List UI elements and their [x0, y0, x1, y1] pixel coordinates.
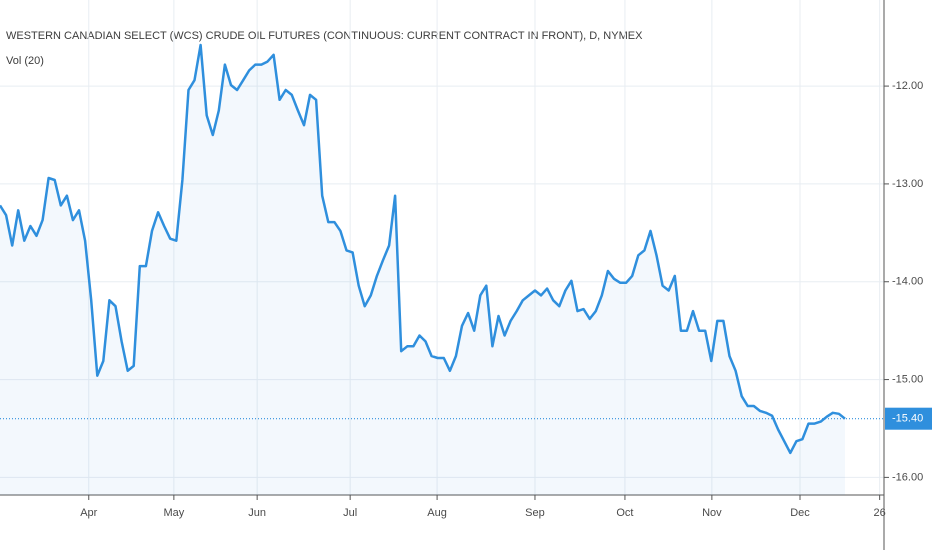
chart-title: WESTERN CANADIAN SELECT (WCS) CRUDE OIL …: [6, 30, 643, 42]
x-tick-label: Jun: [248, 507, 266, 519]
x-tick-label: Sep: [525, 507, 545, 519]
last-price-box: [885, 407, 932, 430]
x-tick-label: Nov: [702, 507, 722, 519]
y-tick-label: -14.00: [892, 276, 923, 288]
line: [0, 43, 846, 455]
x-tick-label: Jul: [343, 507, 357, 519]
x-tick-label: Dec: [790, 507, 810, 519]
last-price-label: -15.40: [892, 413, 923, 425]
y-tick-label: -13.00: [892, 178, 923, 190]
y-tick-label: -16.00: [892, 471, 923, 483]
x-tick-label: May: [163, 507, 184, 519]
x-tick-label: Oct: [616, 507, 633, 519]
area: [0, 45, 845, 495]
chart-subtitle: Vol (20): [6, 55, 44, 67]
y-tick-label: -15.00: [892, 373, 923, 385]
x-tick-label: Aug: [427, 507, 447, 519]
x-tick-label: Apr: [80, 507, 97, 519]
y-tick-label: -12.00: [892, 80, 923, 92]
x-tick-label: 26: [874, 507, 886, 519]
